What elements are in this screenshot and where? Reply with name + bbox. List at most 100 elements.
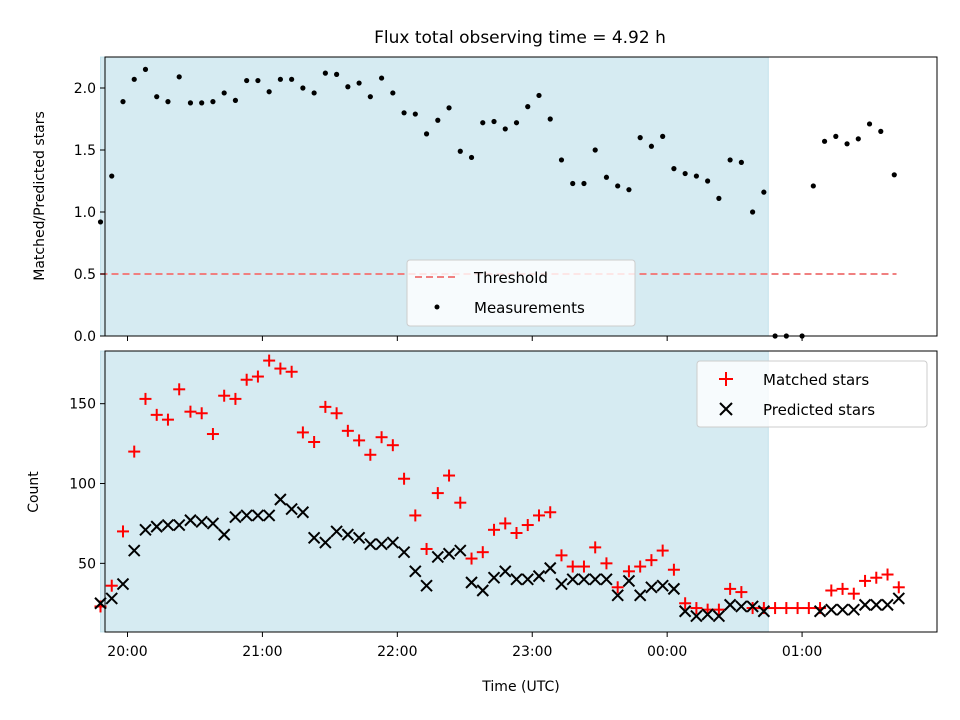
predicted-star-point bbox=[881, 598, 894, 612]
matched-star-point bbox=[499, 517, 512, 530]
predicted-star-point bbox=[420, 579, 433, 592]
predicted-star-point bbox=[746, 600, 759, 613]
predicted-star-point bbox=[510, 573, 523, 586]
bottom-observing-window-shade bbox=[100, 350, 769, 633]
measurement-point bbox=[581, 180, 587, 187]
predicted-star-point bbox=[555, 577, 568, 591]
matched-star-point bbox=[577, 560, 590, 573]
bottom-axes-frame bbox=[104, 350, 938, 633]
matched-star-point bbox=[375, 431, 388, 444]
measurement-point bbox=[120, 99, 126, 105]
matched-star-point bbox=[847, 587, 860, 600]
matched-star-point bbox=[240, 373, 253, 386]
predicted-star-point bbox=[195, 515, 208, 529]
measurement-point bbox=[525, 104, 531, 110]
predicted-star-point bbox=[577, 573, 591, 586]
top-axes-frame bbox=[104, 56, 938, 337]
matched-star-point bbox=[173, 383, 186, 396]
predicted-star-point bbox=[813, 605, 827, 618]
matched-star-point bbox=[645, 554, 658, 567]
predicted-star-point bbox=[161, 518, 175, 532]
top-y-tick-label: 0.5 bbox=[74, 267, 96, 283]
predicted-star-point bbox=[116, 577, 130, 591]
predicted-star-point bbox=[229, 510, 242, 524]
predicted-star-point bbox=[397, 545, 411, 559]
matched-star-point bbox=[150, 408, 163, 421]
predicted-star-point bbox=[285, 502, 298, 516]
predicted-star-point bbox=[128, 544, 141, 557]
matched-star-point bbox=[667, 563, 680, 576]
top-legend: Threshold Measurements bbox=[406, 259, 636, 327]
predicted-star-point bbox=[341, 528, 355, 541]
predicted-star-point bbox=[600, 573, 613, 586]
measurement-point bbox=[345, 84, 351, 90]
predicted-star-point bbox=[465, 576, 478, 589]
measurement-point bbox=[334, 71, 340, 77]
predicted-star-point bbox=[454, 544, 467, 557]
measurement-point bbox=[221, 90, 227, 96]
measurement-point bbox=[750, 209, 756, 215]
predicted-star-point bbox=[656, 579, 669, 592]
measurement-point bbox=[401, 110, 407, 116]
matched-star-point bbox=[600, 557, 613, 570]
matched-star-point bbox=[859, 574, 872, 587]
predicted-star-point bbox=[723, 598, 737, 612]
matched-star-point bbox=[780, 602, 793, 615]
measurement-point bbox=[491, 118, 497, 125]
predicted-star-point bbox=[521, 573, 534, 586]
matched-star-point bbox=[521, 519, 534, 532]
measurement-point bbox=[165, 99, 171, 105]
measurement-point bbox=[446, 105, 452, 111]
measurement-point bbox=[423, 131, 430, 137]
matched-star-point bbox=[218, 389, 231, 402]
measurement-point bbox=[558, 157, 565, 163]
bottom-shade-rect bbox=[100, 350, 769, 633]
measurement-point bbox=[547, 116, 553, 122]
measurement-point bbox=[637, 135, 643, 141]
matched-legend-swatch bbox=[719, 372, 733, 386]
measurement-point bbox=[187, 100, 194, 106]
measurement-point bbox=[682, 170, 688, 177]
predicted-star-point bbox=[139, 523, 152, 537]
matched-star-point bbox=[622, 565, 635, 578]
predicted-star-point bbox=[870, 598, 883, 612]
matched-star-point bbox=[341, 424, 354, 437]
predicted-star-point bbox=[409, 565, 422, 578]
matched-star-point bbox=[386, 439, 399, 452]
top-y-tick-label: 1.0 bbox=[74, 205, 96, 221]
matched-star-point bbox=[679, 597, 692, 610]
matched-star-point bbox=[274, 362, 287, 375]
measurement-point bbox=[435, 117, 441, 123]
threshold-legend-label: Threshold bbox=[473, 269, 548, 287]
measurement-point bbox=[255, 77, 261, 84]
bottom-plot-marks bbox=[94, 354, 905, 623]
predicted-star-point bbox=[622, 574, 636, 588]
matched-star-point bbox=[206, 428, 219, 441]
predicted-star-point bbox=[240, 509, 253, 522]
measurement-point bbox=[866, 121, 873, 127]
matched-star-point bbox=[656, 544, 669, 557]
predicted-star-point bbox=[431, 550, 445, 564]
matched-star-point bbox=[184, 405, 197, 418]
measurements-legend-swatch bbox=[434, 304, 440, 310]
measurement-point bbox=[626, 187, 632, 193]
matched-star-point bbox=[690, 602, 703, 615]
measurements-legend-label: Measurements bbox=[474, 299, 585, 317]
predicted-legend-swatch bbox=[719, 402, 733, 416]
matched-star-point bbox=[161, 413, 174, 426]
matched-star-point bbox=[398, 472, 411, 485]
predicted-star-point bbox=[364, 537, 377, 551]
x-axis-label: Time (UTC) bbox=[481, 679, 559, 695]
predicted-star-point bbox=[858, 598, 872, 612]
predicted-star-point bbox=[544, 561, 557, 575]
x-tick-label: 00:00 bbox=[647, 644, 687, 660]
matched-star-point bbox=[409, 509, 422, 522]
matched-star-point bbox=[465, 552, 478, 565]
measurement-point bbox=[821, 138, 828, 144]
predicted-star-point bbox=[499, 565, 512, 578]
predicted-star-point bbox=[172, 518, 186, 532]
top-axes: 0.0 0.5 1.0 1.5 2.0 bbox=[74, 56, 938, 345]
x-tick-label: 01:00 bbox=[782, 644, 822, 660]
predicted-star-point bbox=[611, 589, 624, 602]
